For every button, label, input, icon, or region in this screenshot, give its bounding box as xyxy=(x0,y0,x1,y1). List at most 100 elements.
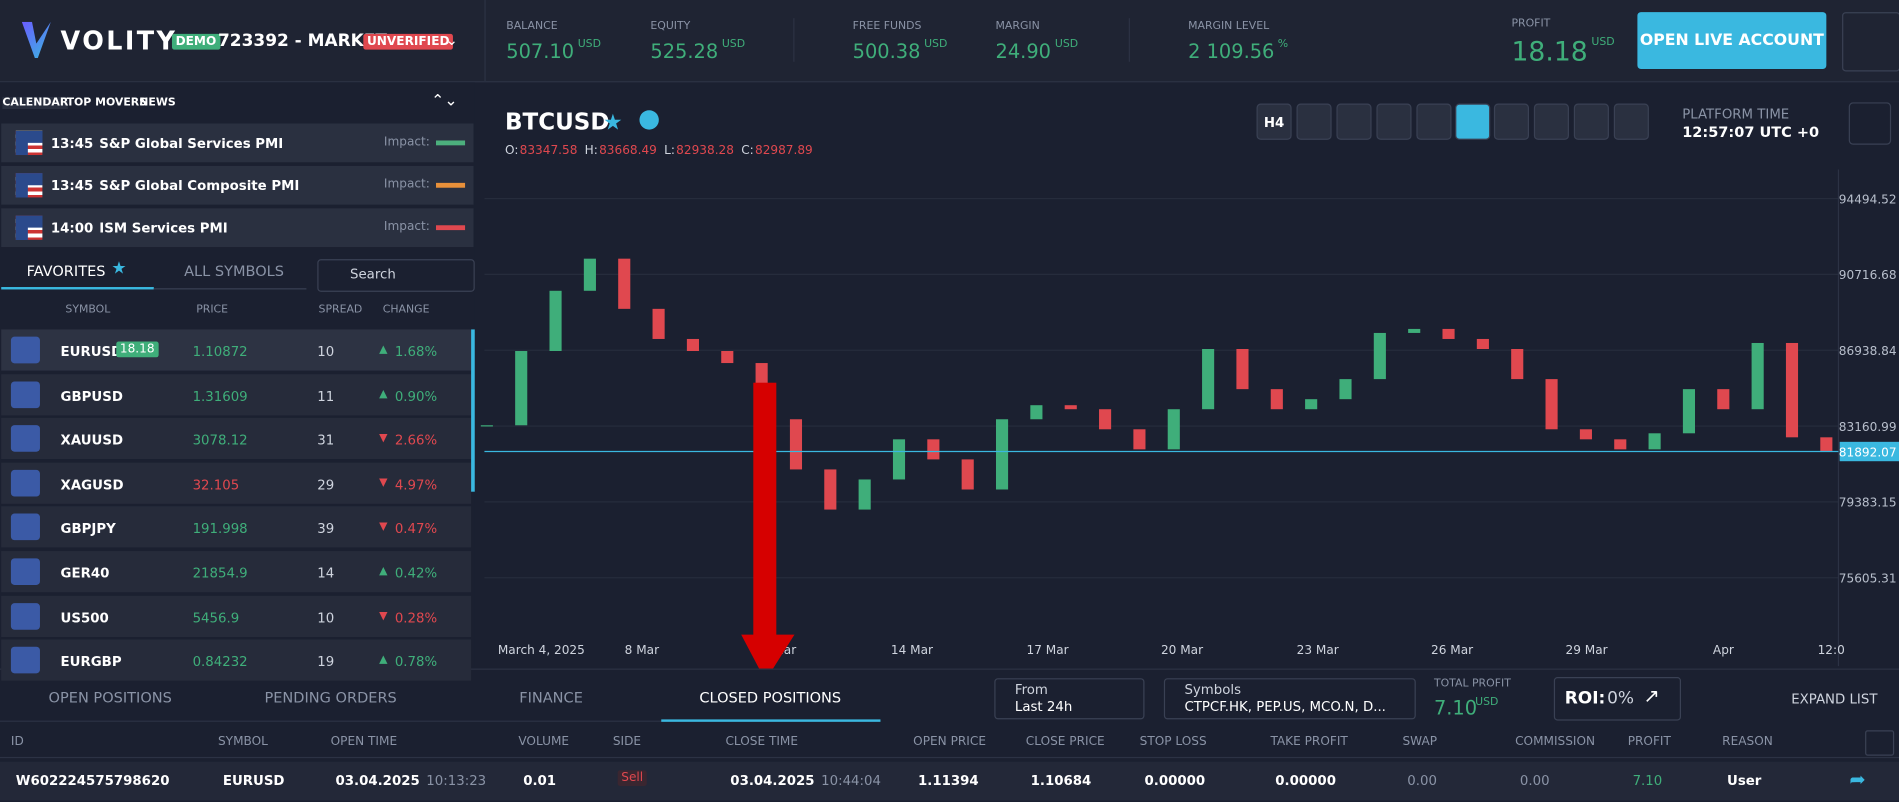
symbol-spread: 10 xyxy=(317,343,335,360)
candle xyxy=(1236,348,1249,390)
candle xyxy=(1785,342,1799,438)
cell: 03.04.2025 xyxy=(335,772,420,789)
toolbar-button xyxy=(1296,103,1332,140)
symbol-spread: 29 xyxy=(317,476,335,493)
column-header[interactable]: SYMBOL xyxy=(217,735,268,749)
impact-meter xyxy=(435,140,466,146)
candle xyxy=(480,425,493,427)
share-icon[interactable]: ➦ xyxy=(1849,767,1866,791)
symbol-row[interactable] xyxy=(1,639,472,681)
tab-line xyxy=(153,288,307,290)
profit-badge: 18.18 xyxy=(116,341,159,358)
positions-tab[interactable]: OPEN POSITIONS xyxy=(48,689,172,707)
cell: 0.00 xyxy=(1519,772,1550,789)
cell-time: 10:44:04 xyxy=(821,772,881,789)
open-live-button[interactable]: OPEN LIVE ACCOUNT xyxy=(1637,12,1827,70)
toolbar-button xyxy=(1336,103,1372,140)
positions-tab[interactable]: CLOSED POSITIONS xyxy=(699,689,842,707)
candle xyxy=(1305,399,1318,410)
column-header[interactable]: CLOSE PRICE xyxy=(1025,735,1105,749)
column-header[interactable]: STOP LOSS xyxy=(1139,735,1207,749)
column-header[interactable]: COMMISSION xyxy=(1515,735,1596,749)
all-symbols-tab[interactable]: ALL SYMBOLS xyxy=(184,262,284,280)
symbol-row[interactable] xyxy=(1,551,472,593)
search-box[interactable] xyxy=(317,259,475,292)
change-arrow: ▲ xyxy=(379,343,388,357)
symbol-row[interactable] xyxy=(1,462,472,504)
stat-unit: USD xyxy=(1054,38,1079,51)
toolbar-button xyxy=(1416,103,1452,140)
toolbar-button xyxy=(1613,103,1649,140)
x-tick-label: Apr xyxy=(1713,643,1734,657)
stat-unit: % xyxy=(1277,38,1289,51)
positions-tab[interactable]: FINANCE xyxy=(519,689,583,707)
favorites-tab[interactable]: FAVORITES xyxy=(26,262,106,280)
total-profit-label: TOTAL PROFIT xyxy=(1433,678,1511,691)
cell: EURUSD xyxy=(222,772,285,789)
stat-value: 24.90 xyxy=(995,39,1052,63)
stat-value: 2 109.56 xyxy=(1188,39,1275,63)
column-header[interactable]: PROFIT xyxy=(1627,735,1671,749)
symbol-row[interactable] xyxy=(1,329,472,371)
from-filter[interactable] xyxy=(994,678,1145,720)
x-tick-label: 23 Mar xyxy=(1297,643,1339,657)
change-arrow: ▼ xyxy=(379,521,388,534)
impact-label: Impact: xyxy=(383,135,430,149)
symbol-name: EURUSD xyxy=(60,343,123,360)
symbol-row[interactable] xyxy=(1,373,472,415)
account-dropdown[interactable]: ⌄ xyxy=(445,31,458,49)
status-badge: UNVERIFIED xyxy=(363,33,454,50)
y-tick-label: 75605.31 xyxy=(1839,572,1897,586)
info-icon xyxy=(639,110,659,130)
candle xyxy=(927,439,940,460)
table-header-bar xyxy=(0,727,1899,759)
candle xyxy=(583,258,596,291)
symbol-row[interactable] xyxy=(1,595,472,637)
ohlc-label: C: xyxy=(741,143,754,157)
event-time: 13:45 xyxy=(50,178,94,194)
symbols-filter[interactable] xyxy=(1163,678,1416,720)
symbol-row[interactable] xyxy=(1,418,472,460)
fullscreen-button xyxy=(1848,102,1892,145)
toolbar-button xyxy=(1493,103,1530,140)
last-price-label: 81892.07 xyxy=(1839,445,1897,459)
column-header[interactable]: SIDE xyxy=(612,735,642,749)
symbol-name: XAGUSD xyxy=(60,476,124,493)
stat-unit: USD xyxy=(721,38,746,51)
column-header[interactable]: ID xyxy=(10,735,24,749)
event-row xyxy=(1,123,474,163)
download-button[interactable] xyxy=(1865,730,1895,756)
ohlc-value: 82938.28 xyxy=(676,143,734,157)
flag xyxy=(15,215,43,240)
candle xyxy=(1408,328,1421,333)
column-header[interactable]: CLOSE TIME xyxy=(725,735,799,749)
event-name: S&P Global Services PMI xyxy=(99,135,284,152)
calendar-tab[interactable]: NEWS xyxy=(139,96,176,109)
favorites-star: ★ xyxy=(111,259,127,279)
candle xyxy=(1133,429,1146,450)
positions-tab[interactable]: PENDING ORDERS xyxy=(264,689,397,707)
candle xyxy=(1614,439,1627,450)
calendar-tab[interactable]: CALENDAR xyxy=(2,96,69,109)
candle xyxy=(618,258,631,309)
column-header[interactable]: TAKE PROFIT xyxy=(1270,735,1348,749)
position-row[interactable] xyxy=(0,761,1899,801)
column-header[interactable]: SWAP xyxy=(1402,735,1438,749)
column-header[interactable]: VOLUME xyxy=(518,735,570,749)
collapse-toggle[interactable]: ⌃⌄ xyxy=(431,92,458,111)
calendar-tab[interactable]: TOP MOVERS xyxy=(66,96,148,109)
roi-icon: ↗ xyxy=(1643,684,1660,708)
column-header[interactable]: REASON xyxy=(1722,735,1773,749)
column-header[interactable]: OPEN PRICE xyxy=(913,735,986,749)
expand-list[interactable]: EXPAND LIST xyxy=(1791,691,1878,708)
candle xyxy=(961,459,974,490)
user-button[interactable] xyxy=(1842,12,1899,72)
symbol-row[interactable] xyxy=(1,506,472,548)
candle xyxy=(1099,409,1112,430)
symbol-change: 1.68% xyxy=(394,343,438,360)
x-tick-label: 29 Mar xyxy=(1565,643,1607,657)
candle xyxy=(995,419,1009,490)
x-tick-label: 12:0 xyxy=(1818,643,1845,657)
column-header[interactable]: OPEN TIME xyxy=(330,735,398,749)
toolbar-button xyxy=(1376,103,1412,140)
